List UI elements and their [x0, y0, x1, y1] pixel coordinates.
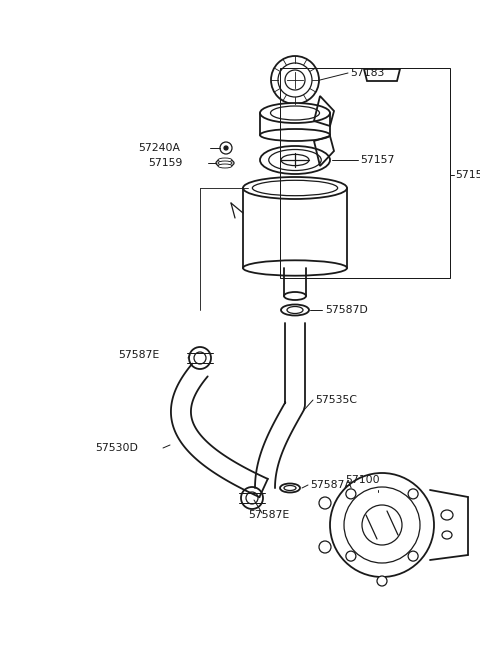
- Circle shape: [285, 70, 305, 90]
- Circle shape: [408, 489, 418, 499]
- Ellipse shape: [252, 180, 337, 195]
- Circle shape: [346, 489, 356, 499]
- Ellipse shape: [260, 146, 330, 174]
- Ellipse shape: [218, 164, 232, 168]
- Ellipse shape: [441, 510, 453, 520]
- Text: 57587D: 57587D: [325, 305, 368, 315]
- Text: 57159: 57159: [148, 158, 182, 168]
- Circle shape: [408, 551, 418, 561]
- Text: 57150: 57150: [455, 170, 480, 180]
- Ellipse shape: [284, 292, 306, 300]
- Text: 57587A: 57587A: [310, 480, 352, 490]
- Circle shape: [278, 63, 312, 97]
- Ellipse shape: [218, 161, 232, 165]
- Circle shape: [194, 352, 206, 364]
- Ellipse shape: [216, 159, 234, 167]
- Circle shape: [189, 347, 211, 369]
- Ellipse shape: [284, 485, 296, 491]
- Text: 57240A: 57240A: [138, 143, 180, 153]
- Circle shape: [330, 473, 434, 577]
- Ellipse shape: [287, 306, 303, 314]
- Text: 57530D: 57530D: [95, 443, 138, 453]
- Ellipse shape: [243, 260, 347, 276]
- Text: 57587E: 57587E: [248, 510, 289, 520]
- Circle shape: [246, 492, 258, 504]
- Circle shape: [319, 497, 331, 509]
- Circle shape: [319, 541, 331, 553]
- Text: 57100: 57100: [345, 475, 380, 485]
- Circle shape: [220, 142, 232, 154]
- Text: 57535C: 57535C: [315, 395, 357, 405]
- Ellipse shape: [281, 304, 309, 316]
- Text: 57157: 57157: [360, 155, 395, 165]
- Circle shape: [271, 56, 319, 104]
- Circle shape: [377, 576, 387, 586]
- Circle shape: [241, 487, 263, 509]
- Ellipse shape: [220, 161, 230, 165]
- Ellipse shape: [218, 158, 232, 162]
- Ellipse shape: [442, 531, 452, 539]
- Circle shape: [362, 505, 402, 545]
- Ellipse shape: [281, 154, 309, 165]
- Circle shape: [224, 146, 228, 150]
- Ellipse shape: [260, 129, 330, 141]
- Ellipse shape: [260, 103, 330, 123]
- Ellipse shape: [280, 483, 300, 493]
- Text: 57587E: 57587E: [118, 350, 159, 360]
- Ellipse shape: [271, 106, 320, 120]
- Circle shape: [344, 487, 420, 563]
- Text: 57183: 57183: [350, 68, 384, 78]
- Ellipse shape: [269, 150, 321, 171]
- Ellipse shape: [243, 177, 347, 199]
- Circle shape: [346, 551, 356, 561]
